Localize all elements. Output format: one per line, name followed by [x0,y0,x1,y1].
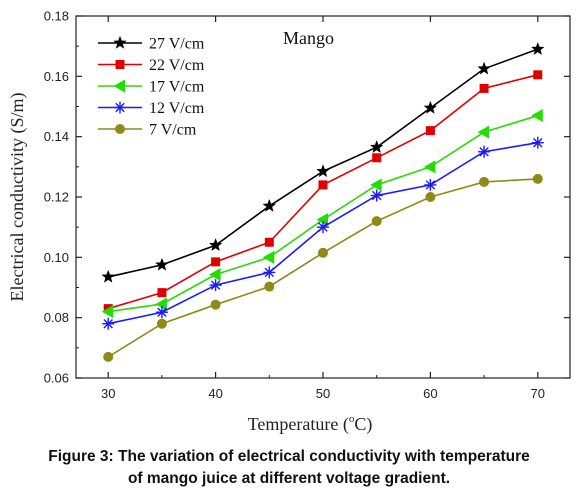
data-point [264,237,274,247]
data-point [533,70,543,80]
data-point [155,297,167,311]
chart-figure: 0.060.080.100.120.140.160.18 30 40 50 60 70 … [7,9,571,435]
legend-label: 22 V/cm [149,57,205,74]
data-point [101,305,114,319]
x-axis: 30 40 50 60 70 [101,16,545,401]
legend-entry: 12 V/cm [98,100,205,117]
y-tick-label: 0.18 [44,9,69,24]
data-point [262,198,277,212]
series-3 [102,136,544,330]
x-tick-label: 40 [208,386,222,401]
x-axis-label-prefix: Temperature ( [248,414,349,435]
x-tick-label: 60 [423,386,437,401]
caption-line-2: of mango juice at different voltage grad… [127,470,451,487]
caption-line-1: Figure 3: The variation of electrical co… [48,448,530,465]
legend: 27 V/cm 22 V/cm 17 V/cm 12 V/cm 7 V/cm [98,36,205,139]
data-point [318,247,328,258]
data-point [262,250,275,264]
x-axis-label-degree: o [349,413,355,425]
legend-label: 27 V/cm [149,36,205,53]
legend-label: 12 V/cm [149,100,205,117]
y-tick-label: 0.12 [44,190,69,205]
data-point [155,306,168,319]
data-point [156,318,167,329]
legend-label: 7 V/cm [149,122,197,139]
data-point [372,153,382,163]
legend-entry: 17 V/cm [98,79,205,96]
legend-entry: 22 V/cm [98,57,205,74]
data-point [425,126,435,136]
legend-entry: 7 V/cm [98,122,197,139]
data-point [316,164,330,178]
data-point [532,173,543,184]
data-point [479,176,490,187]
legend-marker [113,79,125,93]
data-point [371,216,382,227]
data-point [264,281,275,292]
series-layer [101,41,545,362]
y-tick-label: 0.10 [44,250,69,265]
data-point [318,180,328,190]
data-point [425,192,436,202]
series-2 [101,109,543,319]
legend-marker [113,35,127,49]
data-point [316,213,328,227]
x-tick-label: 50 [316,386,330,401]
y-axis: 0.06 0.08 0.10 0.12 0.14 0.16 0.18 [44,9,570,386]
data-point [477,125,490,139]
series-line [107,178,538,358]
x-axis-label: Temperature (oC) [248,413,373,435]
data-point [155,257,169,271]
data-point [263,266,276,279]
data-point [208,238,223,252]
data-point [209,279,222,292]
legend-marker [114,101,126,114]
data-point [317,221,329,234]
data-point [211,257,221,267]
data-point [370,178,382,192]
data-point [479,83,489,93]
data-point [370,189,383,202]
data-point [101,269,116,283]
figure-caption: Figure 3: The variation of electrical co… [0,446,578,490]
data-point [423,160,436,174]
x-tick-label: 70 [531,386,545,401]
legend-marker [115,60,125,69]
data-point [103,351,114,362]
data-point [423,100,438,114]
legend-marker [115,124,125,134]
data-point [157,288,167,298]
data-point [530,41,545,56]
x-tick-label: 30 [101,386,115,401]
chart-annotation-label: Mango [283,28,334,48]
series-0 [101,41,545,283]
y-tick-label: 0.06 [44,371,69,386]
series-line [108,114,539,313]
data-point [531,136,544,149]
legend-label: 17 V/cm [149,79,205,96]
legend-entry: 27 V/cm [98,36,205,53]
data-point [478,145,491,158]
y-tick-label: 0.08 [44,310,69,325]
data-point [209,268,221,282]
data-point [210,299,221,310]
y-tick-label: 0.16 [44,69,69,84]
data-point [477,61,491,75]
data-point [531,109,543,123]
data-point [424,178,437,191]
series-4 [103,173,543,362]
y-tick-label: 0.14 [44,129,69,144]
y-axis-label: Electrical conductivity (S/m) [7,93,28,302]
data-point [369,139,384,154]
series-1 [103,70,543,314]
x-axis-label-suffix: C) [354,414,372,435]
data-point [102,317,115,330]
